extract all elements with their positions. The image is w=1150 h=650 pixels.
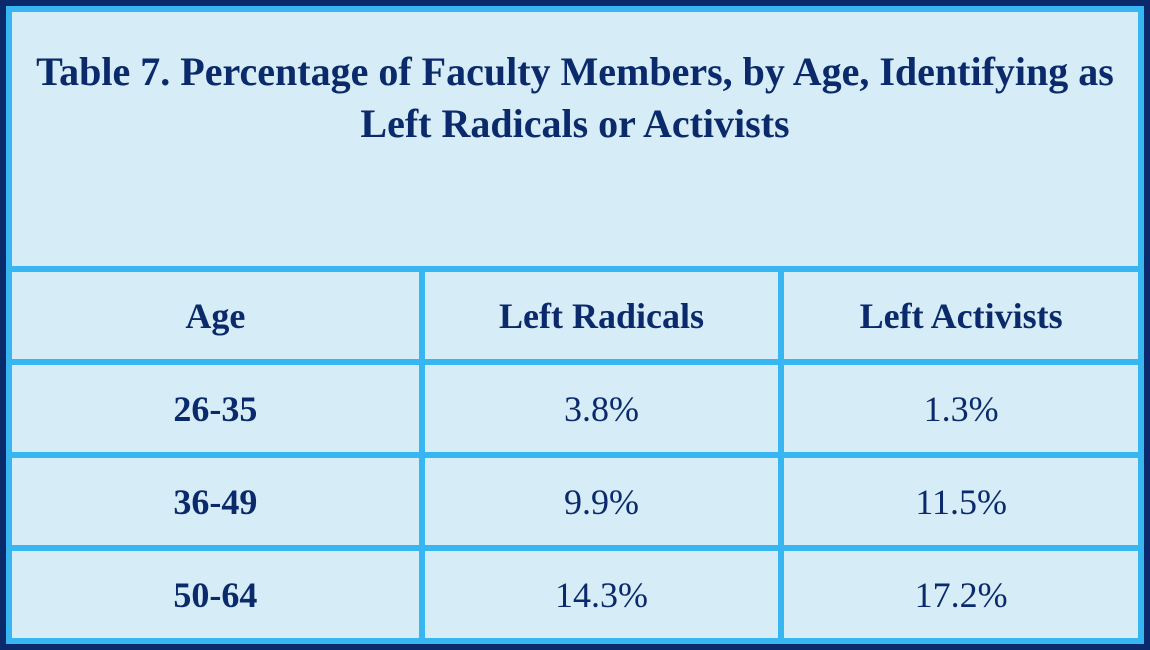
table-outer-frame: Table 7. Percentage of Faculty Members, …	[0, 0, 1150, 650]
row-activists-2: 17.2%	[784, 551, 1138, 638]
row-activists-0: 1.3%	[784, 365, 1138, 452]
col-header-activists: Left Activists	[784, 272, 1138, 359]
table-grid: Age Left Radicals Left Activists 26-35 3…	[12, 266, 1138, 638]
row-age-0: 26-35	[12, 365, 419, 452]
row-radicals-1: 9.9%	[425, 458, 779, 545]
row-age-1: 36-49	[12, 458, 419, 545]
row-radicals-2: 14.3%	[425, 551, 779, 638]
row-age-2: 50-64	[12, 551, 419, 638]
col-header-age: Age	[12, 272, 419, 359]
row-activists-1: 11.5%	[784, 458, 1138, 545]
col-header-radicals: Left Radicals	[425, 272, 779, 359]
table-title: Table 7. Percentage of Faculty Members, …	[12, 12, 1138, 266]
table-inner: Table 7. Percentage of Faculty Members, …	[12, 12, 1138, 638]
row-radicals-0: 3.8%	[425, 365, 779, 452]
